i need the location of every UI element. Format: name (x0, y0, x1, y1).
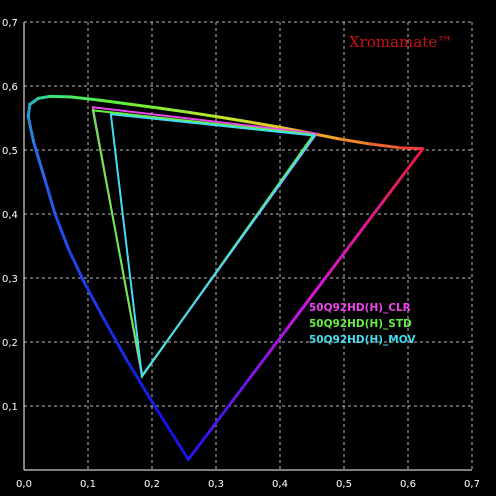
spectral-locus (26, 94, 425, 461)
line-of-purples-segment (304, 276, 327, 306)
x-tick-label: 0,2 (144, 479, 160, 490)
x-tick-label: 0,7 (464, 479, 480, 490)
line-of-purples-segment (284, 302, 308, 332)
y-tick-label: 0,4 (2, 210, 18, 221)
y-tick-label: 0,5 (2, 146, 18, 157)
line-of-purples-segment (186, 432, 210, 461)
legend-entry-3: 50Q92HD(H)_MOV (309, 334, 416, 346)
spectral-locus-segment (157, 106, 192, 114)
y-tick-label: 0,3 (2, 274, 18, 285)
line-of-purples-segment (362, 199, 386, 228)
line-of-purples-segment (225, 380, 249, 410)
spectral-locus-segment (28, 96, 40, 106)
legend: 50Q92HD(H)_CLR 50Q92HD(H)_STD 50Q92HD(H)_M… (309, 302, 416, 346)
spectral-locus-segment (188, 110, 222, 119)
gamut-triangles (91, 106, 319, 379)
axes (23, 22, 472, 471)
line-of-purples-segment (323, 250, 347, 280)
spectral-locus-segment (338, 137, 372, 146)
line-of-purples-segment (206, 406, 229, 436)
line-of-purples-segment (401, 147, 425, 177)
spectral-locus-segment (97, 98, 131, 106)
legend-entry-1: 50Q92HD(H)_CLR (309, 302, 411, 314)
spectral-locus-segment (83, 282, 106, 321)
spectral-locus-segment (368, 142, 402, 150)
spectral-locus-segment (67, 247, 87, 286)
spectral-locus-segment (68, 95, 101, 102)
spectral-locus-segment (247, 120, 282, 129)
spectral-locus-segment (26, 114, 36, 144)
spectral-locus-segment (398, 146, 425, 151)
spectral-locus-segment (43, 177, 57, 217)
spectral-locus-segment (102, 317, 129, 362)
x-tick-label: 0,4 (272, 479, 288, 490)
spectral-locus-segment (36, 94, 52, 100)
spectral-locus-segment (26, 102, 32, 118)
x-tick-label: 0,6 (400, 479, 416, 490)
x-tick-label: 0,5 (336, 479, 352, 490)
spectral-locus-segment (127, 102, 161, 110)
spectral-locus-segment (53, 213, 71, 251)
y-tick-label: 0,6 (2, 82, 18, 93)
brand-logo-text: Xromamate™ (349, 33, 452, 51)
line-of-purples-segment (343, 224, 366, 254)
line-of-purples-segment (265, 328, 288, 358)
tick-labels: 0,0 0,1 0,2 0,3 0,4 0,5 0,6 0,7 0,1 0,2 0,3 0,4 0,5 0… (2, 18, 480, 490)
spectral-locus-segment (218, 115, 251, 124)
x-tick-label: 0,0 (16, 479, 32, 490)
spectral-locus-segment (32, 140, 47, 181)
spectral-locus-segment (48, 94, 72, 99)
line-of-purples-segment (245, 354, 269, 384)
grid (24, 21, 473, 470)
legend-entry-2: 50Q92HD(H)_STD (309, 318, 412, 330)
spectral-locus-segment (125, 358, 157, 409)
y-tick-label: 0,1 (2, 402, 18, 413)
spectral-locus-segment (153, 405, 190, 461)
gamut-triangle-3 (109, 113, 317, 379)
x-tick-label: 0,1 (80, 479, 96, 490)
x-tick-label: 0,3 (208, 479, 224, 490)
line-of-purples-segment (382, 173, 405, 203)
y-tick-label: 0,2 (2, 338, 18, 349)
y-tick-label: 0,7 (2, 18, 18, 29)
